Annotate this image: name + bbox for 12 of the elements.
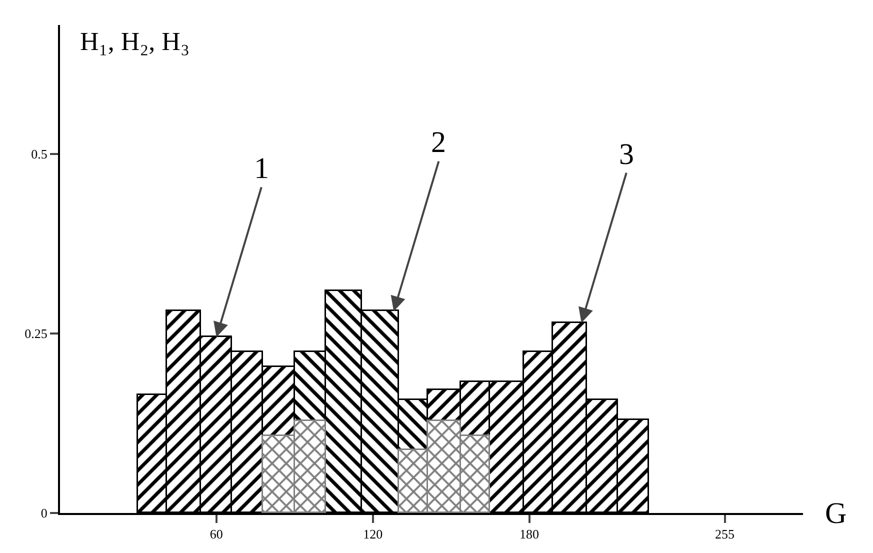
y-tick-label: 0.5 — [31, 146, 48, 162]
x-axis-title: G — [825, 497, 847, 530]
annotation: 1 — [254, 152, 269, 185]
annotation: 2 — [431, 126, 446, 159]
y-tick-label: 0 — [40, 506, 48, 521]
x-tick-label: 255 — [715, 526, 735, 542]
y-axis-title: H₁, H₂, H₃ — [80, 27, 190, 56]
x-tick-label: 180 — [520, 526, 540, 542]
annotation: 3 — [619, 138, 634, 171]
x-tick-label: 120 — [363, 526, 383, 542]
x-tick-label: 60 — [210, 526, 223, 542]
y-tick-label: 0.25 — [24, 326, 48, 342]
